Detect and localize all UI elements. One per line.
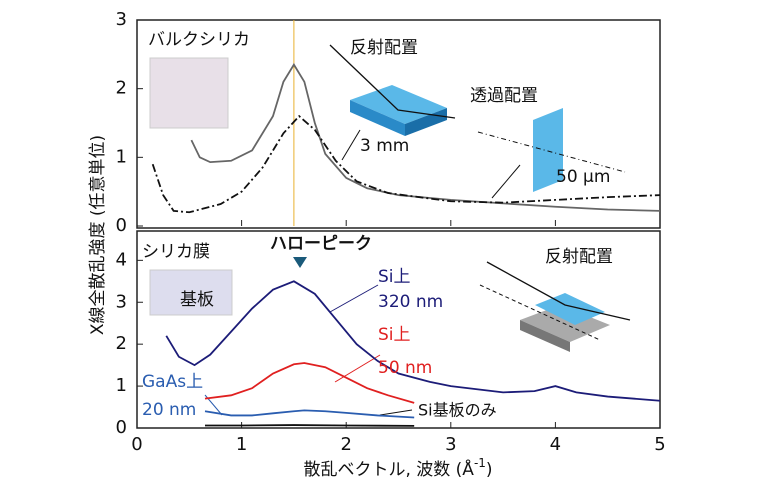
y-tick-label: 0 [116,417,127,438]
annotation: ハローピーク [270,234,372,254]
y-tick-label: 2 [116,333,127,354]
y-tick-label: 3 [116,9,127,30]
y-tick-label: 1 [116,146,127,167]
y-tick-label: 1 [116,375,127,396]
series-line [165,280,661,402]
bulk-silica-image [149,57,229,129]
pointer [491,164,521,199]
y-tick-label: 0 [116,215,127,236]
series-label: 20 nm [142,400,196,420]
x-axis-label-end: ) [486,460,493,480]
x-tick-label: 5 [654,434,665,455]
annotation: 反射配置 [350,38,418,58]
x-tick-label: 3 [445,434,456,455]
x-tick-label: 2 [340,434,351,455]
annotation: 3 mm [360,136,409,156]
x-axis-label-main: 散乱ベクトル, 波数 (Å [303,458,474,480]
y-tick-label: 3 [116,291,127,312]
series-line [204,424,415,427]
top-frame [136,19,661,229]
x-tick-label: 0 [131,434,142,455]
x-tick-label: 1 [236,434,247,455]
bottom-frame [136,230,661,429]
series-line [204,362,415,404]
series-line [190,62,661,212]
reflect-sample-top [329,44,456,136]
series-label: Si上 [378,325,411,345]
series-label: 50 nm [378,358,432,378]
pointer [379,409,413,416]
series-label: 320 nm [378,292,443,312]
reflect-sample-bottom [479,261,631,352]
x-tick-label: 4 [550,434,561,455]
series-line [204,409,415,419]
x-axis-label: 散乱ベクトル, 波数 (Å-1) [303,456,492,481]
annotation: バルクシリカ [148,30,250,50]
film-image [149,269,233,316]
y-tick-label: 2 [116,78,127,99]
series-line [151,114,661,214]
annotation: 基板 [180,290,214,310]
pointer [334,354,381,383]
y-axis-label: X線全散乱強度 (任意単位) [88,135,108,335]
annotation: 反射配置 [545,247,613,267]
transmission-sample [477,108,626,192]
halo-arrow [293,257,307,268]
series-label: GaAs上 [142,372,203,392]
annotation: シリカ膜 [142,242,210,262]
pointer [341,129,361,161]
annotation: Si基板のみ [418,401,497,420]
annotation: 50 μm [556,167,610,187]
x-axis-label-sup: -1 [474,456,486,470]
annotation: 透過配置 [470,86,538,106]
series-label: Si上 [378,267,411,287]
pointer [329,284,379,313]
y-tick-label: 4 [116,249,127,270]
